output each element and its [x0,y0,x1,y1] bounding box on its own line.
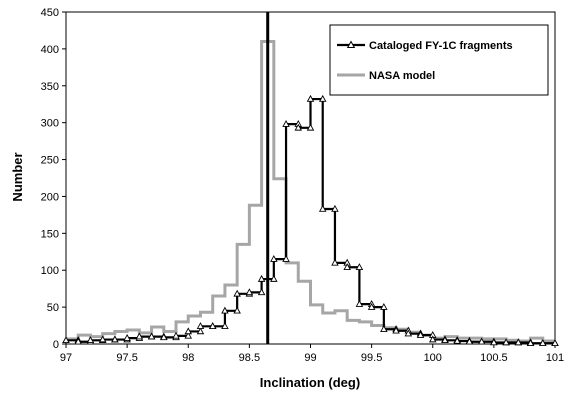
data-point-fy1c [184,327,193,335]
data-point-fy1c [380,302,388,310]
data-point-fy1c [184,331,193,339]
x-tick-label: 99.5 [361,352,382,364]
x-tick-label: 100.5 [480,352,508,364]
y-tick-label: 250 [41,155,59,167]
data-point-fy1c [123,333,131,341]
data-point-fy1c [221,306,229,314]
data-point-fy1c [318,94,327,102]
data-point-fy1c [208,322,217,330]
x-tick-label: 100 [424,352,442,364]
series-line-fy1c [66,97,555,345]
y-tick-label: 100 [41,265,59,277]
legend-label-fy1c: Cataloged FY-1C fragments [369,40,513,52]
x-tick-label: 101 [546,352,564,364]
data-point-fy1c [490,338,498,346]
data-point-fy1c [233,289,241,297]
y-tick-label: 50 [47,302,59,314]
data-point-fy1c [135,332,144,340]
legend-entry-fy1c: Cataloged FY-1C fragments [337,40,513,52]
x-tick-label: 98.5 [239,352,260,364]
legend-marker-fy1c [346,40,356,48]
data-point-fy1c [221,322,229,330]
data-point-fy1c [355,263,364,271]
x-tick-label: 98 [182,352,194,364]
y-tick-label: 200 [41,191,59,203]
data-point-fy1c [282,120,290,127]
data-point-fy1c [147,332,156,340]
data-point-fy1c [257,274,266,282]
data-point-fy1c [196,327,205,335]
x-tick-label: 97 [60,352,72,364]
x-tick-label: 99 [304,352,316,364]
data-point-fy1c [465,337,474,345]
legend-label-nasa: NASA model [369,70,435,82]
data-point-fy1c [196,322,205,330]
data-point-fy1c [331,204,339,212]
data-point-fy1c [270,255,278,262]
data-point-fy1c [551,339,559,347]
data-point-fy1c [245,288,254,296]
data-point-fy1c [282,255,290,262]
legend: Cataloged FY-1C fragments NASA model [329,24,549,96]
data-point-fy1c [331,258,339,266]
data-point-fy1c [98,335,107,343]
data-point-fy1c [172,331,180,339]
y-tick-label: 0 [53,339,59,351]
data-point-fy1c [111,335,119,343]
data-point-fy1c [355,300,364,307]
data-point-fy1c [526,339,535,347]
data-point-fy1c [539,339,547,347]
data-point-fy1c [392,326,400,334]
data-point-fy1c [367,302,376,310]
y-tick-label: 400 [41,44,59,56]
data-point-fy1c [343,263,351,271]
data-point-fy1c [477,337,486,345]
x-axis-ticks: 97 97.5 98 98.5 99 99.5 100 100.5 101 [60,344,564,364]
data-point-fy1c [441,336,449,344]
y-axis-ticks: 0 50 100 150 200 250 300 350 400 450 [41,7,66,351]
series-layer [62,40,559,347]
data-point-fy1c [257,288,266,296]
data-point-fy1c [306,94,315,102]
x-axis-title: Inclination (deg) [260,375,360,390]
x-tick-label: 97.5 [116,352,137,364]
series-line-nasa [66,40,555,343]
data-point-fy1c [86,336,95,344]
data-point-fy1c [74,337,82,345]
data-point-fy1c [62,336,70,344]
y-tick-label: 300 [41,118,59,130]
data-point-fy1c [160,333,168,341]
data-point-fy1c [416,331,425,338]
data-point-fy1c [318,204,327,212]
data-point-fy1c [514,338,523,346]
legend-box [329,24,549,96]
data-point-fy1c [428,335,437,343]
data-point-fy1c [270,274,278,282]
data-point-fy1c [233,306,241,314]
y-tick-label: 350 [41,81,59,93]
data-point-fy1c [453,336,461,344]
legend-entry-nasa: NASA model [337,70,435,82]
y-tick-label: 150 [41,228,59,240]
y-axis-title: Number [10,152,25,201]
data-point-fy1c [380,325,388,332]
data-point-fy1c [306,123,315,131]
y-tick-label: 450 [41,7,59,19]
data-point-fy1c [294,123,303,131]
data-point-fy1c [404,329,413,337]
data-point-fy1c [502,338,510,346]
